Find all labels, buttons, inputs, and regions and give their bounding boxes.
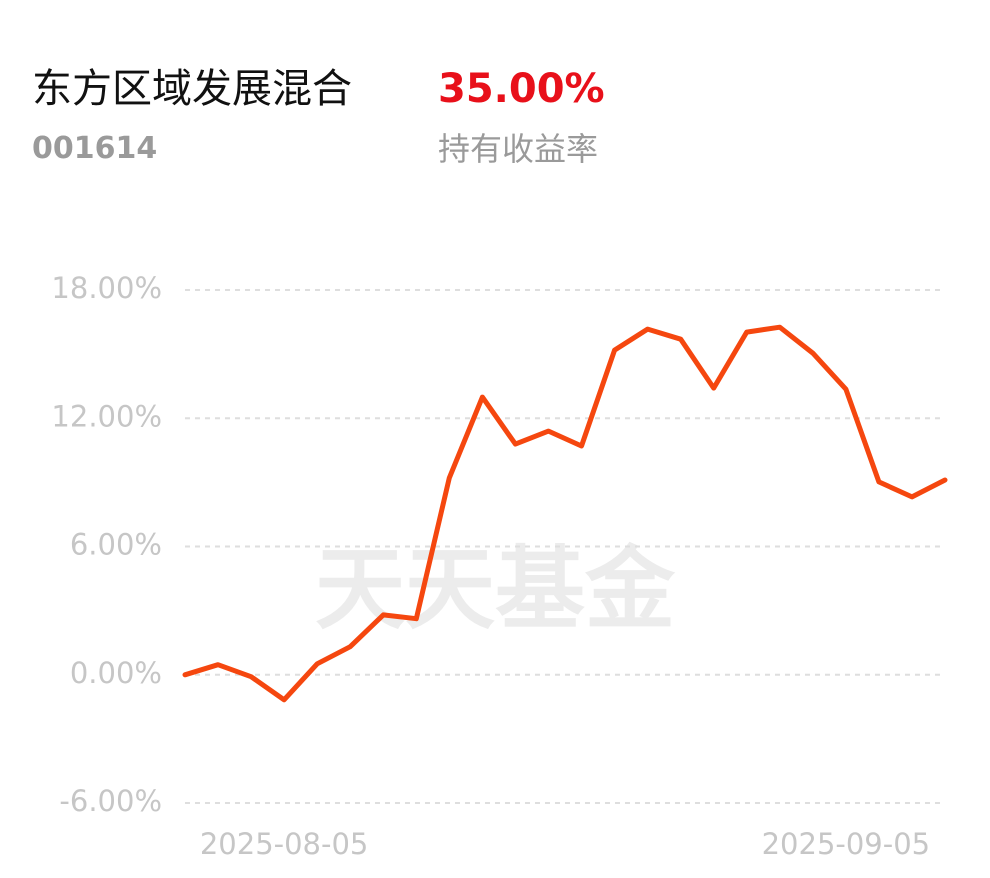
y-tick-label: 12.00% bbox=[51, 399, 162, 433]
return-value: 35.00% bbox=[438, 66, 605, 112]
x-tick-label: 2025-08-05 bbox=[200, 827, 369, 861]
y-tick-label: 6.00% bbox=[70, 528, 162, 562]
fund-code: 001614 bbox=[32, 131, 157, 166]
y-tick-label: 18.00% bbox=[51, 271, 162, 305]
y-tick-label: -6.00% bbox=[59, 784, 162, 818]
y-tick-label: 0.00% bbox=[70, 656, 162, 690]
x-tick-label: 2025-09-05 bbox=[762, 827, 931, 861]
return-label: 持有收益率 bbox=[438, 130, 598, 168]
return-line bbox=[182, 324, 948, 703]
fund-title: 东方区域发展混合 bbox=[32, 66, 352, 112]
